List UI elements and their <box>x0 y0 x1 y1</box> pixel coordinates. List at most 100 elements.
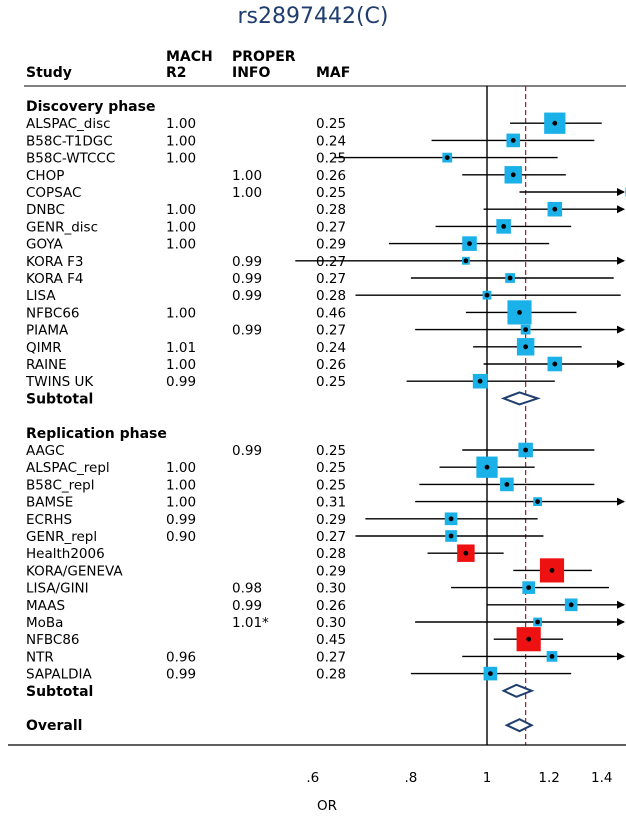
header-maf: MAF <box>316 65 350 81</box>
subtotal-label: Subtotal <box>26 391 93 407</box>
proper-info-value: 0.99 <box>232 598 262 614</box>
mach-r2-value: 0.99 <box>166 374 196 390</box>
overall-diamond <box>504 718 534 733</box>
maf-value: 0.27 <box>316 323 346 339</box>
mach-r2-value: 1.00 <box>166 460 196 476</box>
mach-r2-value: 1.00 <box>166 495 196 511</box>
chart-title: rs2897442(C) <box>237 4 389 29</box>
maf-value: 0.46 <box>316 305 346 321</box>
proper-info-value: 0.98 <box>232 581 262 597</box>
mach-r2-value: 1.00 <box>166 151 196 167</box>
study-label: B58C_repl <box>26 477 95 493</box>
maf-value: 0.26 <box>316 168 346 184</box>
x-axis-title: OR <box>317 798 337 814</box>
mach-r2-value: 1.00 <box>166 133 196 149</box>
maf-value: 0.25 <box>316 460 346 476</box>
study-label: GOYA <box>26 237 64 253</box>
study-label: COPSAC <box>26 185 81 201</box>
study-label: BAMSE <box>26 495 73 511</box>
x-tick-label: 1 <box>483 770 492 786</box>
point-estimate <box>510 138 516 143</box>
maf-value: 0.29 <box>316 237 346 253</box>
study-label: QIMR <box>26 340 62 356</box>
maf-value: 0.24 <box>316 133 346 149</box>
study-label: NTR <box>26 649 54 665</box>
study-label: NFBC86 <box>26 632 80 648</box>
maf-value: 0.27 <box>316 219 346 235</box>
point-estimate <box>467 241 472 247</box>
maf-value: 0.45 <box>316 632 346 648</box>
maf-value: 0.26 <box>316 357 346 373</box>
point-estimate <box>501 224 507 229</box>
ci-arrow <box>617 618 625 626</box>
x-tick-label: .8 <box>404 770 417 786</box>
maf-value: 0.30 <box>316 615 346 631</box>
point-estimate <box>484 292 490 298</box>
point-estimate <box>549 568 555 573</box>
mach-r2-value: 0.99 <box>166 512 196 528</box>
mach-r2-value: 1.00 <box>166 219 196 235</box>
study-label: ECRHS <box>26 512 72 528</box>
subtotal-diamond <box>500 391 541 406</box>
study-label: ALSPAC_disc <box>26 116 111 132</box>
study-label: B58C-WTCCC <box>26 151 115 167</box>
proper-info-value: 0.99 <box>232 443 262 459</box>
maf-value: 0.31 <box>316 495 346 511</box>
study-label: SAPALDIA <box>26 667 92 683</box>
point-estimate <box>523 447 529 453</box>
point-estimate <box>510 172 516 178</box>
header-info: INFO <box>232 65 270 81</box>
mach-r2-value: 1.00 <box>166 202 196 218</box>
point-estimate <box>552 206 558 212</box>
ci-arrow <box>617 188 625 196</box>
study-label: NFBC66 <box>26 305 80 321</box>
point-estimate <box>477 378 483 384</box>
maf-value: 0.28 <box>316 546 346 562</box>
point-estimate <box>448 533 454 539</box>
point-estimate <box>448 516 454 522</box>
maf-value: 0.27 <box>316 529 346 545</box>
point-estimate <box>535 499 541 504</box>
mach-r2-value: 1.00 <box>166 237 196 253</box>
maf-value: 0.25 <box>316 151 346 167</box>
maf-value: 0.27 <box>316 254 346 270</box>
study-label: RAINE <box>26 357 67 373</box>
maf-value: 0.29 <box>316 563 346 579</box>
maf-value: 0.25 <box>316 443 346 459</box>
mach-r2-value: 1.00 <box>166 305 196 321</box>
subtotal-label: Subtotal <box>26 684 93 700</box>
maf-value: 0.28 <box>316 288 346 304</box>
maf-value: 0.27 <box>316 271 346 287</box>
study-label: GENR_disc <box>26 219 98 235</box>
proper-info-value: 1.01* <box>232 615 269 631</box>
header-r2: R2 <box>166 65 187 81</box>
subtotal-diamond <box>501 683 535 698</box>
mach-r2-value: 0.96 <box>166 649 196 665</box>
ci-arrow <box>617 600 625 609</box>
point-estimate <box>507 275 513 281</box>
maf-value: 0.25 <box>316 185 346 201</box>
study-label: Health2006 <box>26 546 105 562</box>
maf-value: 0.27 <box>316 649 346 665</box>
point-estimate <box>526 585 532 590</box>
study-label: KORA F4 <box>26 271 83 287</box>
study-label: MAAS <box>26 598 65 614</box>
proper-info-value: 1.00 <box>232 168 262 184</box>
point-estimate <box>568 602 574 608</box>
study-label: GENR_repl <box>26 529 97 545</box>
point-estimate <box>552 361 558 367</box>
point-estimate <box>463 258 469 264</box>
point-estimate <box>444 155 450 161</box>
ci-arrow <box>617 360 625 368</box>
study-label: DNBC <box>26 202 65 218</box>
study-label: ALSPAC_repl <box>26 460 110 476</box>
mach-r2-value: 1.00 <box>166 357 196 373</box>
point-estimate <box>526 636 532 642</box>
mach-r2-value: 0.90 <box>166 529 196 545</box>
proper-info-value: 0.99 <box>232 271 262 287</box>
study-label: LISA <box>26 288 56 304</box>
ci-arrow <box>617 205 625 214</box>
point-estimate <box>517 310 522 315</box>
maf-value: 0.25 <box>316 116 346 132</box>
section-discovery-phase: Discovery phase <box>26 99 155 115</box>
